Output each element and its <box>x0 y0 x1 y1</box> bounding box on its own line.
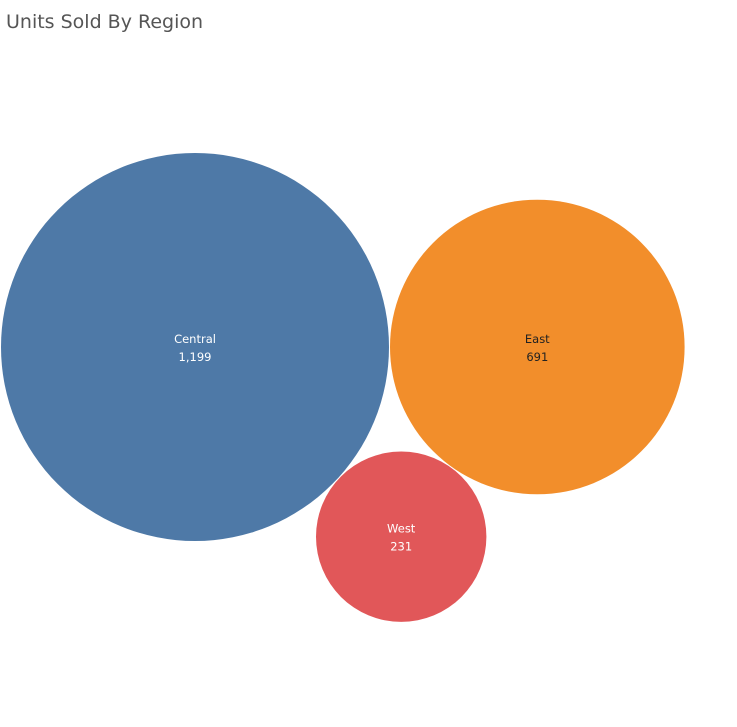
bubble-label-west: West <box>387 522 416 536</box>
bubble-value-east: 691 <box>526 350 548 364</box>
bubble-value-central: 1,199 <box>179 350 212 364</box>
bubble-east[interactable] <box>390 199 685 495</box>
bubble-west[interactable] <box>316 451 487 622</box>
bubble-value-west: 231 <box>390 540 412 554</box>
bubble-label-east: East <box>525 332 550 346</box>
chart-title: Units Sold By Region <box>6 11 204 33</box>
bubble-label-central: Central <box>174 332 216 346</box>
bubble-central[interactable] <box>1 153 389 541</box>
